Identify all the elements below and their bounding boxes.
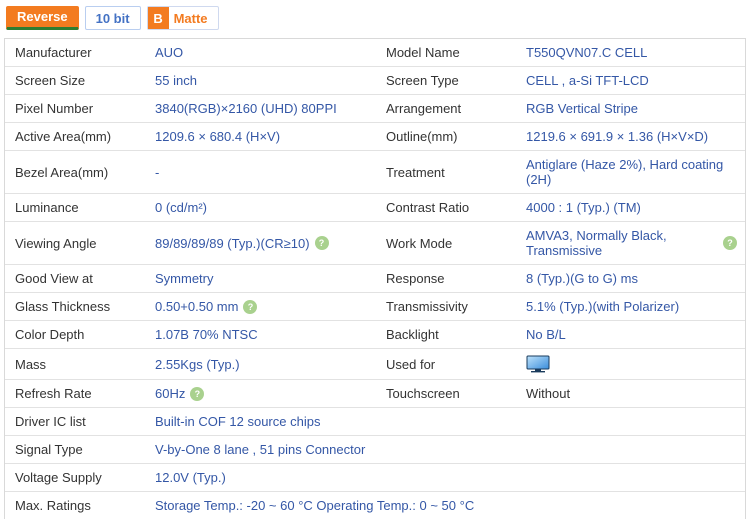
label-outline: Outline(mm): [376, 123, 516, 150]
table-row: Color Depth 1.07B 70% NTSC Backlight No …: [5, 321, 745, 349]
value-max-ratings: Storage Temp.: -20 ~ 60 °C Operating Tem…: [145, 492, 745, 519]
label-voltage-supply: Voltage Supply: [5, 464, 145, 491]
table-row: Glass Thickness 0.50+0.50 mm ? Transmiss…: [5, 293, 745, 321]
label-viewing-angle: Viewing Angle: [5, 222, 145, 264]
value-manufacturer: AUO: [145, 39, 376, 66]
value-good-view-at: Symmetry: [145, 265, 376, 292]
table-row: Screen Size 55 inch Screen Type CELL , a…: [5, 67, 745, 95]
label-contrast-ratio: Contrast Ratio: [376, 194, 516, 221]
label-driver-ic-list: Driver IC list: [5, 408, 145, 435]
label-manufacturer: Manufacturer: [5, 39, 145, 66]
badge-10bit[interactable]: 10 bit: [85, 6, 141, 30]
viewing-angle-help-icon[interactable]: ?: [315, 236, 329, 250]
label-screen-size: Screen Size: [5, 67, 145, 94]
label-good-view-at: Good View at: [5, 265, 145, 292]
value-touchscreen: Without: [516, 380, 747, 407]
label-color-depth: Color Depth: [5, 321, 145, 348]
value-transmissivity: 5.1% (Typ.)(with Polarizer): [516, 293, 747, 320]
value-glass-thickness: 0.50+0.50 mm ?: [155, 299, 257, 314]
refresh-rate-help-icon[interactable]: ?: [190, 387, 204, 401]
value-model-name: T550QVN07.C CELL: [516, 39, 747, 66]
label-work-mode: Work Mode: [376, 222, 516, 264]
value-color-depth: 1.07B 70% NTSC: [145, 321, 376, 348]
value-signal-type: V-by-One 8 lane , 51 pins Connector: [145, 436, 745, 463]
spec-table: Manufacturer AUO Model Name T550QVN07.C …: [4, 38, 746, 519]
value-used-for: [516, 349, 747, 379]
badge-row: Reverse 10 bit B Matte: [0, 0, 750, 38]
value-contrast-ratio: 4000 : 1 (Typ.) (TM): [516, 194, 747, 221]
label-response: Response: [376, 265, 516, 292]
label-backlight: Backlight: [376, 321, 516, 348]
matte-b-icon: B: [148, 7, 170, 29]
value-screen-size: 55 inch: [145, 67, 376, 94]
value-refresh-rate: 60Hz ?: [155, 386, 204, 401]
table-row: Refresh Rate 60Hz ? Touchscreen Without: [5, 380, 745, 408]
glass-thickness-help-icon[interactable]: ?: [243, 300, 257, 314]
table-row: Pixel Number 3840(RGB)×2160 (UHD) 80PPI …: [5, 95, 745, 123]
table-row: Manufacturer AUO Model Name T550QVN07.C …: [5, 39, 745, 67]
value-response: 8 (Typ.)(G to G) ms: [516, 265, 747, 292]
work-mode-help-icon[interactable]: ?: [723, 236, 737, 250]
label-mass: Mass: [5, 349, 145, 379]
table-row: Luminance 0 (cd/m²) Contrast Ratio 4000 …: [5, 194, 745, 222]
label-max-ratings: Max. Ratings: [5, 492, 145, 519]
label-refresh-rate: Refresh Rate: [5, 380, 145, 407]
table-row: Active Area(mm) 1209.6 × 680.4 (H×V) Out…: [5, 123, 745, 151]
label-treatment: Treatment: [376, 151, 516, 193]
value-pixel-number: 3840(RGB)×2160 (UHD) 80PPI: [145, 95, 376, 122]
label-glass-thickness: Glass Thickness: [5, 293, 145, 320]
label-touchscreen: Touchscreen: [376, 380, 516, 407]
table-row: Good View at Symmetry Response 8 (Typ.)(…: [5, 265, 745, 293]
monitor-icon: [526, 355, 552, 373]
value-viewing-angle: 89/89/89/89 (Typ.)(CR≥10) ?: [155, 236, 329, 251]
label-arrangement: Arrangement: [376, 95, 516, 122]
value-driver-ic-list: Built-in COF 12 source chips: [145, 408, 745, 435]
label-screen-type: Screen Type: [376, 67, 516, 94]
value-voltage-supply: 12.0V (Typ.): [145, 464, 745, 491]
label-active-area: Active Area(mm): [5, 123, 145, 150]
value-outline: 1219.6 × 691.9 × 1.36 (H×V×D): [516, 123, 747, 150]
label-pixel-number: Pixel Number: [5, 95, 145, 122]
value-screen-type: CELL , a-Si TFT-LCD: [516, 67, 747, 94]
value-luminance: 0 (cd/m²): [145, 194, 376, 221]
table-row: Bezel Area(mm) - Treatment Antiglare (Ha…: [5, 151, 745, 194]
label-bezel-area: Bezel Area(mm): [5, 151, 145, 193]
table-row: Max. Ratings Storage Temp.: -20 ~ 60 °C …: [5, 492, 745, 519]
value-active-area: 1209.6 × 680.4 (H×V): [145, 123, 376, 150]
value-work-mode: AMVA3, Normally Black, Transmissive ?: [526, 228, 737, 258]
value-backlight: No B/L: [516, 321, 747, 348]
value-mass: 2.55Kgs (Typ.): [145, 349, 376, 379]
value-bezel-area: -: [145, 151, 376, 193]
label-signal-type: Signal Type: [5, 436, 145, 463]
label-model-name: Model Name: [376, 39, 516, 66]
badge-matte[interactable]: B Matte: [147, 6, 219, 30]
table-row: Viewing Angle 89/89/89/89 (Typ.)(CR≥10) …: [5, 222, 745, 265]
value-treatment: Antiglare (Haze 2%), Hard coating (2H): [516, 151, 747, 193]
table-row: Voltage Supply 12.0V (Typ.): [5, 464, 745, 492]
table-row: Driver IC list Built-in COF 12 source ch…: [5, 408, 745, 436]
value-arrangement: RGB Vertical Stripe: [516, 95, 747, 122]
spec-sheet-page: Reverse 10 bit B Matte Manufacturer AUO …: [0, 0, 750, 460]
label-transmissivity: Transmissivity: [376, 293, 516, 320]
label-luminance: Luminance: [5, 194, 145, 221]
badge-reverse[interactable]: Reverse: [6, 6, 79, 30]
table-row: Mass 2.55Kgs (Typ.) Used for: [5, 349, 745, 380]
label-used-for: Used for: [376, 349, 516, 379]
